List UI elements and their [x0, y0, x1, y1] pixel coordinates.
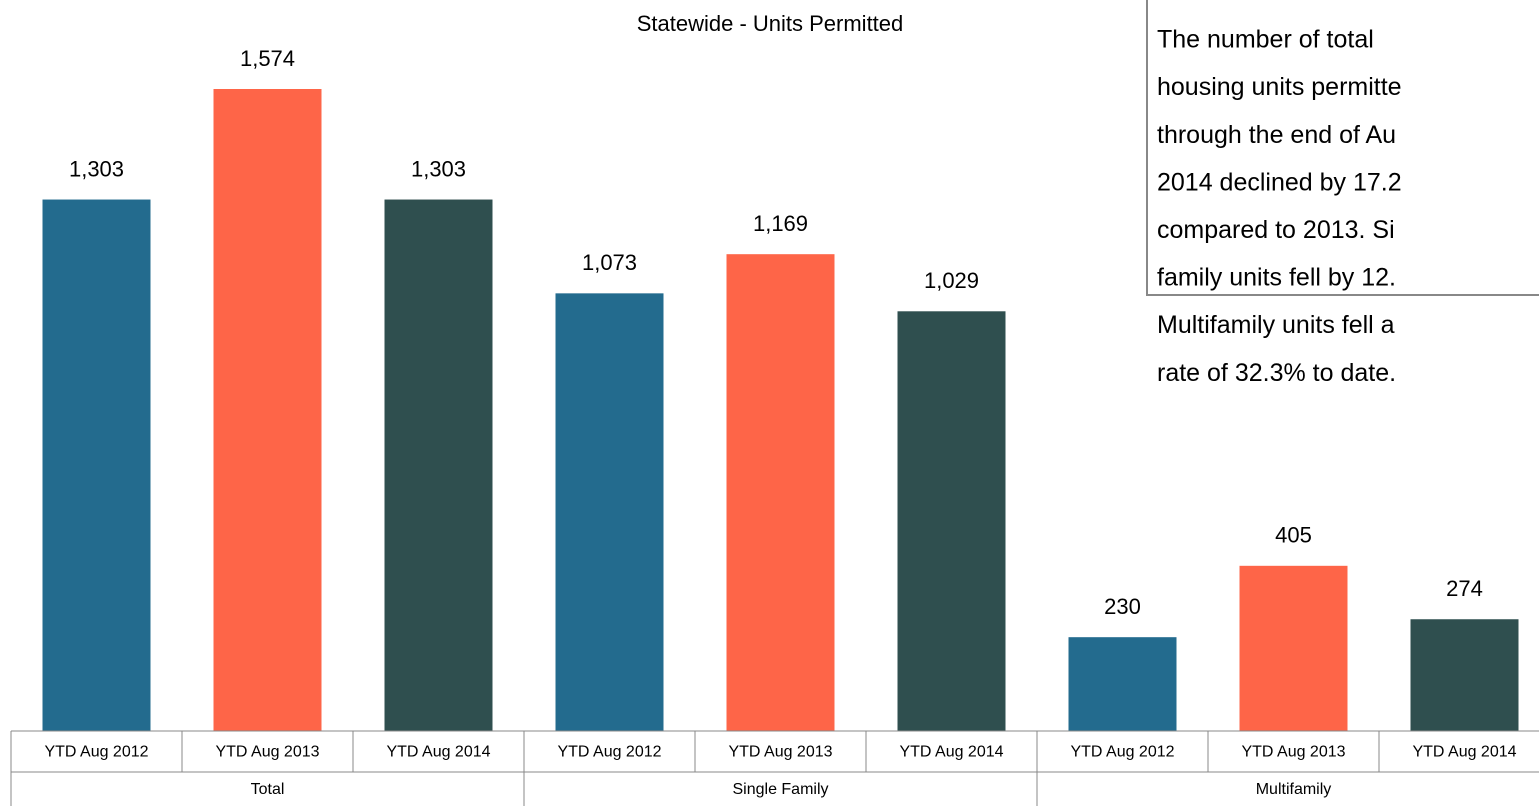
bar — [42, 199, 151, 732]
value-label: 274 — [1446, 576, 1483, 601]
annotation-line: compared to 2013. Si — [1157, 216, 1395, 244]
bar — [213, 89, 322, 731]
value-label: 1,073 — [582, 250, 637, 275]
bar — [726, 254, 835, 731]
annotation-line: rate of 32.3% to date. — [1157, 359, 1396, 387]
annotation-line: family units fell by 12. — [1157, 264, 1396, 292]
group-label: Single Family — [732, 781, 828, 798]
x-tick-label: YTD Aug 2014 — [1412, 744, 1516, 761]
group-label: Total — [251, 781, 285, 798]
value-label: 230 — [1104, 594, 1141, 619]
bar — [897, 311, 1006, 731]
bar — [1410, 619, 1519, 731]
x-tick-label: YTD Aug 2014 — [386, 744, 490, 761]
bar — [384, 199, 493, 732]
group-label: Multifamily — [1256, 781, 1332, 798]
annotation-line: 2014 declined by 17.2 — [1157, 168, 1402, 196]
annotation-line: Multifamily units fell a — [1157, 311, 1395, 339]
annotation-line: The number of total — [1157, 26, 1374, 54]
x-tick-label: YTD Aug 2014 — [899, 744, 1003, 761]
bar — [1239, 565, 1348, 731]
annotation-line: through the end of Au — [1157, 121, 1396, 149]
bar — [1068, 637, 1177, 731]
x-tick-label: YTD Aug 2013 — [215, 744, 319, 761]
value-label: 1,029 — [924, 268, 979, 293]
bar — [555, 293, 664, 731]
annotation-line: housing units permitte — [1157, 73, 1402, 101]
value-label: 1,303 — [69, 156, 124, 181]
value-label: 1,574 — [240, 46, 295, 71]
x-tick-label: YTD Aug 2013 — [1241, 744, 1345, 761]
value-label: 1,169 — [753, 211, 808, 236]
annotation-box — [1146, 0, 1539, 296]
x-tick-label: YTD Aug 2012 — [1070, 744, 1174, 761]
chart-title: Statewide - Units Permitted — [637, 11, 904, 36]
value-label: 1,303 — [411, 156, 466, 181]
value-label: 405 — [1275, 523, 1312, 548]
x-tick-label: YTD Aug 2012 — [44, 744, 148, 761]
x-tick-label: YTD Aug 2012 — [557, 744, 661, 761]
x-tick-label: YTD Aug 2013 — [728, 744, 832, 761]
